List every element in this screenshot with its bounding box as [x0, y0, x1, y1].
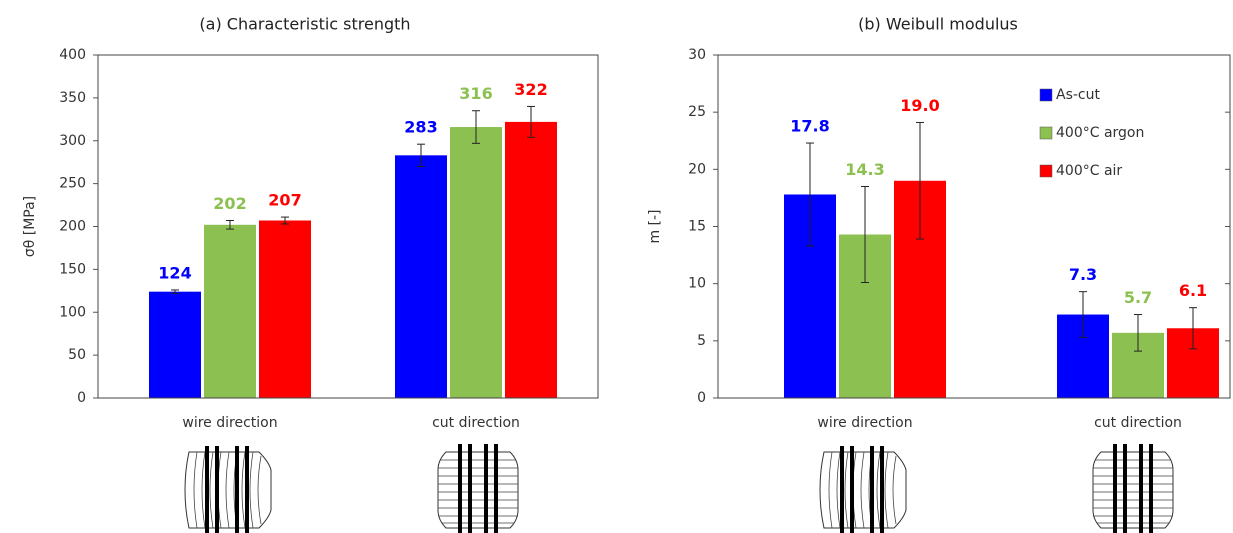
y-tick-label: 250: [59, 176, 86, 192]
error-bar: [281, 216, 289, 225]
wire-specimen-icon: [183, 444, 273, 533]
data-label: 7.3: [1069, 265, 1097, 284]
error-bar: [417, 143, 425, 167]
data-label: 316: [459, 84, 492, 103]
x-tick-label: cut direction: [1094, 415, 1182, 431]
error-bar: [1079, 291, 1087, 338]
error-bar: [916, 121, 924, 240]
y-tick-label: 25: [688, 104, 706, 120]
data-label: 322: [514, 80, 547, 99]
data-label: 5.7: [1124, 288, 1152, 307]
y-axis-title: m [-]: [647, 209, 663, 243]
plot-frame: [717, 54, 1231, 399]
y-tick-label: 0: [697, 390, 706, 406]
error-bar: [806, 142, 814, 247]
y-tick-label: 50: [68, 347, 86, 363]
y-tick-label: 300: [59, 133, 86, 149]
bar: [395, 155, 447, 398]
legend-label: 400°C air: [1056, 163, 1122, 179]
error-bar: [171, 289, 179, 294]
bar: [259, 220, 311, 398]
bar: [505, 121, 557, 398]
plot-frame: [97, 54, 599, 399]
bar: [450, 127, 502, 398]
chart-title: (b) Weibull modulus: [858, 15, 1018, 34]
error-bar: [226, 219, 234, 230]
y-tick-label: 10: [688, 276, 706, 292]
wire-specimen-icon: [818, 444, 908, 533]
y-tick-label: 30: [688, 47, 706, 63]
cut-specimen-icon: [1091, 442, 1175, 533]
cut-specimen-icon: [436, 442, 520, 533]
error-bar: [861, 185, 869, 284]
y-tick-label: 0: [77, 390, 86, 406]
legend-swatch: [1039, 126, 1053, 140]
error-bar: [527, 105, 535, 138]
legend-swatch: [1039, 164, 1053, 178]
y-tick-label: 20: [688, 161, 706, 177]
y-tick-label: 200: [59, 219, 86, 235]
data-label: 17.8: [790, 117, 829, 136]
x-tick-label: cut direction: [432, 415, 520, 431]
data-label: 202: [213, 194, 246, 213]
legend-swatch: [1039, 88, 1053, 102]
data-label: 207: [268, 191, 301, 210]
bar: [204, 224, 256, 398]
y-tick-label: 400: [59, 47, 86, 63]
y-tick-label: 15: [688, 219, 706, 235]
chart-title: (a) Characteristic strength: [199, 15, 410, 34]
data-label: 6.1: [1179, 281, 1207, 300]
x-tick-label: wire direction: [182, 415, 277, 431]
y-axis-title: σθ [MPa]: [22, 196, 38, 257]
error-bar: [1134, 314, 1142, 352]
data-label: 14.3: [845, 160, 884, 179]
y-tick-label: 350: [59, 90, 86, 106]
legend-label: As-cut: [1056, 87, 1100, 103]
data-label: 19.0: [900, 96, 939, 115]
error-bar: [472, 110, 480, 144]
y-tick-label: 100: [59, 304, 86, 320]
data-label: 283: [404, 118, 437, 137]
y-tick-label: 150: [59, 261, 86, 277]
y-tick-label: 5: [697, 333, 706, 349]
legend-label: 400°C argon: [1056, 125, 1144, 141]
error-bar: [1189, 307, 1197, 350]
data-label: 124: [158, 263, 191, 282]
x-tick-label: wire direction: [817, 415, 912, 431]
bar: [149, 291, 201, 398]
